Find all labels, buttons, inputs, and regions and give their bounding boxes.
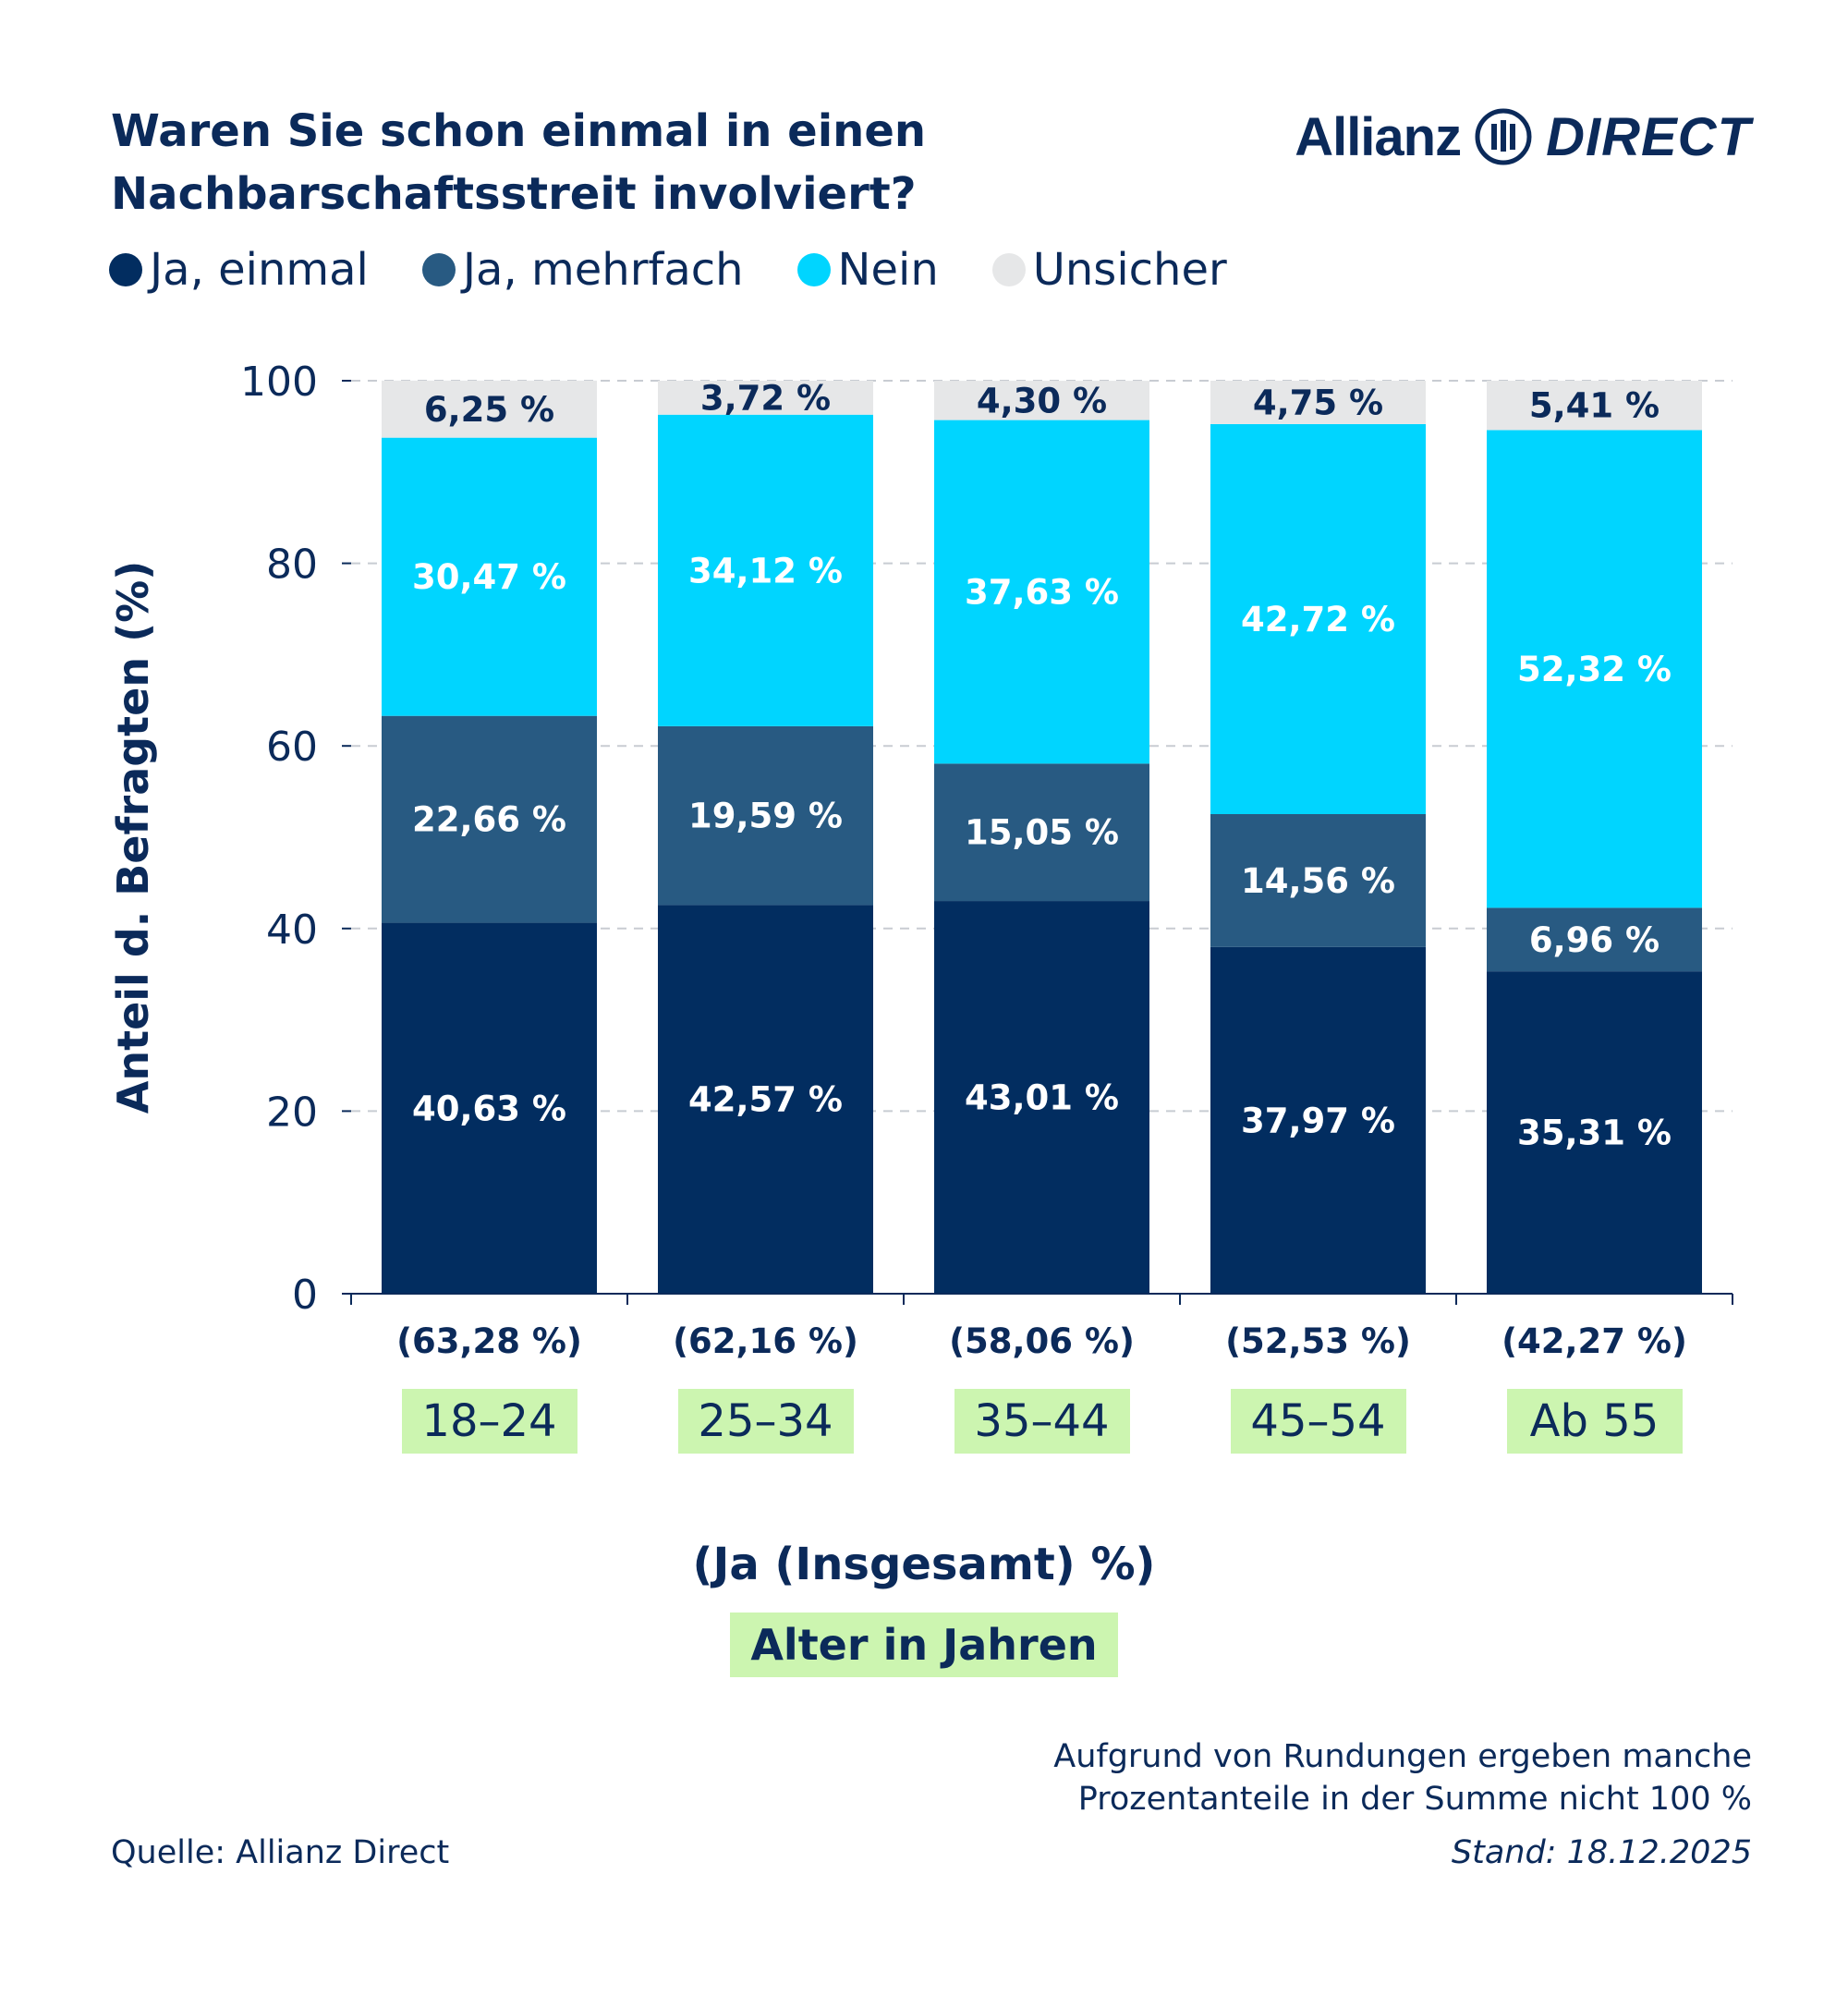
data-label: 37,97 %: [1241, 1101, 1395, 1140]
data-label: 3,72 %: [700, 378, 831, 418]
bar-segment: [934, 901, 1149, 1294]
bar-segment: [1210, 946, 1426, 1294]
age-category-label: 35–44: [954, 1389, 1130, 1454]
bar-segment: [658, 381, 873, 415]
legend-label: Unsicher: [1032, 244, 1227, 296]
y-tick-label: 40: [266, 907, 318, 954]
y-tick-label: 60: [266, 724, 318, 771]
data-label: 15,05 %: [965, 813, 1119, 853]
allianz-eagle-icon: [1474, 107, 1533, 166]
y-tick-label: 20: [266, 1089, 318, 1136]
age-category-label: 45–54: [1230, 1389, 1406, 1454]
data-label: 6,25 %: [424, 390, 554, 430]
totals-axis-title: (Ja (Insgesamt) %): [692, 1539, 1156, 1590]
bar-segment: [1487, 971, 1702, 1294]
bar-segment: [658, 414, 873, 726]
title-line-2: Nachbarschaftsstreit involviert?: [111, 168, 917, 220]
data-label: 42,72 %: [1241, 600, 1395, 639]
title-line-1: Waren Sie schon einmal in einen: [111, 105, 927, 157]
data-label: 37,63 %: [965, 572, 1119, 612]
data-label: 14,56 %: [1241, 861, 1395, 901]
data-label: 5,41 %: [1529, 386, 1660, 426]
chart-title: Waren Sie schon einmal in einen Nachbars…: [111, 100, 1035, 225]
data-label: 42,57 %: [688, 1080, 843, 1120]
note-line-2: Prozentanteile in der Summe nicht 100 %: [1077, 1781, 1752, 1818]
y-axis-label: Anteil d. Befragten (%): [108, 561, 158, 1114]
legend-item-ja-einmal: Ja, einmal: [109, 244, 369, 296]
data-label: 52,32 %: [1517, 650, 1672, 689]
source-label: Quelle: Allianz Direct: [111, 1834, 450, 1871]
rounding-note: Aufgrund von Rundungen ergeben manche Pr…: [920, 1735, 1752, 1820]
bar-segment: [934, 763, 1149, 902]
allianz-direct-logo: Allianz DIRECT: [1289, 100, 1751, 174]
bar-segment: [934, 381, 1149, 420]
legend-dot: [796, 253, 831, 286]
age-category-label: 25–34: [677, 1389, 854, 1454]
bar-segment: [658, 905, 873, 1294]
data-label: 43,01 %: [965, 1078, 1119, 1118]
total-ja-label: (62,16 %): [673, 1321, 858, 1361]
chart-legend: Ja, einmal Ja, mehrfach Nein Unsicher: [109, 242, 1281, 298]
data-label: 4,30 %: [977, 381, 1107, 420]
legend-dot: [109, 253, 142, 286]
bar-segment: [1210, 814, 1426, 947]
x-axis-title: Alter in Jahren: [730, 1613, 1118, 1677]
date-label: Stand: 18.12.2025: [1451, 1834, 1752, 1871]
data-label: 19,59 %: [688, 797, 843, 836]
data-label: 6,96 %: [1529, 920, 1660, 960]
age-category-label: Ab 55: [1506, 1389, 1683, 1454]
total-ja-label: (52,53 %): [1225, 1321, 1411, 1361]
logo-brand-text: Allianz: [1295, 106, 1462, 167]
legend-label: Ja, mehrfach: [462, 244, 744, 296]
legend-item-unsicher: Unsicher: [991, 244, 1227, 296]
bar-segment: [1487, 907, 1702, 972]
stacked-bar-chart: 0 20 40 60 80 100 40,63 % 22,66 % 30,47 % 6,25 % 4…: [108, 359, 1733, 1319]
logo-product-text: DIRECT: [1546, 106, 1751, 167]
data-label: 22,66 %: [412, 800, 566, 840]
bar-segment: [382, 715, 597, 923]
bar-segment: [382, 437, 597, 716]
data-label: 40,63 %: [412, 1089, 566, 1128]
data-label: 30,47 %: [412, 557, 566, 597]
y-tick-label: 100: [240, 359, 318, 406]
note-line-1: Aufgrund von Rundungen ergeben manche: [1053, 1738, 1752, 1775]
data-label: 34,12 %: [688, 551, 843, 590]
legend-label: Nein: [837, 244, 939, 296]
bar-segment: [1210, 423, 1426, 815]
bar-segment: [1487, 381, 1702, 431]
bar-segment: [382, 922, 597, 1294]
legend-dot: [991, 253, 1026, 286]
bar-segment: [1487, 430, 1702, 908]
legend-item-nein: Nein: [796, 244, 939, 296]
bar-segment: [1210, 381, 1426, 424]
legend-item-ja-mehrfach: Ja, mehrfach: [421, 244, 744, 296]
bar-segment: [934, 420, 1149, 764]
total-ja-label: (58,06 %): [949, 1321, 1135, 1361]
y-tick-label: 0: [292, 1272, 318, 1319]
age-category-label: 18–24: [401, 1389, 578, 1454]
data-label: 35,31 %: [1517, 1114, 1672, 1153]
bar-segment: [658, 725, 873, 906]
legend-dot: [421, 253, 456, 286]
total-ja-label: (42,27 %): [1502, 1321, 1687, 1361]
data-label: 4,75 %: [1253, 383, 1383, 422]
y-tick-label: 80: [266, 542, 318, 589]
legend-label: Ja, einmal: [150, 244, 369, 296]
bar-segment: [382, 380, 597, 438]
total-ja-label: (63,28 %): [396, 1321, 582, 1361]
